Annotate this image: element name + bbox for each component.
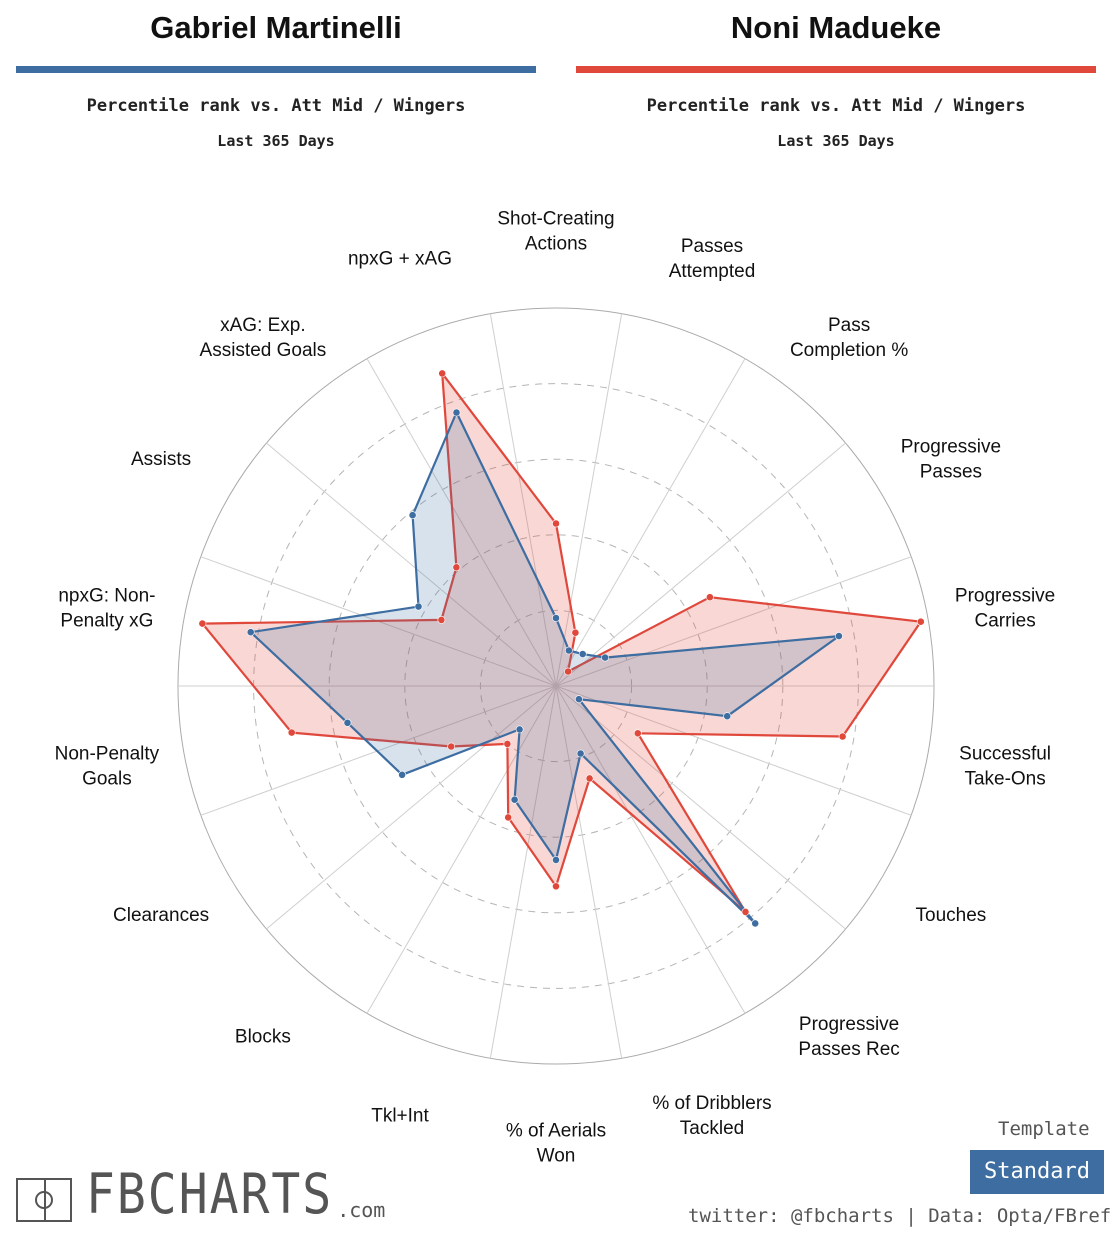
radar-labels: Shot-Creating Actions Passes Attempted Pass C… xyxy=(55,209,1056,1167)
axis-label: Shot-Creating Actions xyxy=(497,209,614,255)
point-gabriel-martinelli xyxy=(515,725,524,734)
player1-name: Gabriel Martinelli xyxy=(150,10,402,45)
point-gabriel-martinelli xyxy=(723,712,732,721)
sector-line xyxy=(200,685,557,816)
data-credit: twitter: @fbcharts | Data: Opta/FBref xyxy=(688,1205,1112,1227)
point-gabriel-martinelli xyxy=(576,749,585,758)
point-noni-madueke xyxy=(552,882,560,891)
point-gabriel-martinelli xyxy=(398,770,406,779)
axis-label: Tkl+Int xyxy=(371,1106,429,1127)
point-gabriel-martinelli xyxy=(552,614,560,622)
point-noni-madueke xyxy=(741,908,750,916)
axis-label: Passes Attempted xyxy=(669,236,756,282)
axis-label: % of Dribblers Tackled xyxy=(652,1093,771,1139)
player2-color-bar xyxy=(576,66,1096,73)
point-gabriel-martinelli xyxy=(751,919,760,928)
point-noni-madueke xyxy=(564,667,572,676)
axis-label: Progressive Carries xyxy=(955,585,1055,631)
radar-series xyxy=(198,369,925,928)
sector-line xyxy=(489,313,557,687)
point-gabriel-martinelli xyxy=(246,628,255,637)
player1-period: Last 365 Days xyxy=(217,132,335,150)
template-standard-button[interactable]: Standard xyxy=(970,1150,1104,1194)
point-gabriel-martinelli xyxy=(552,856,560,864)
player2-period: Last 365 Days xyxy=(777,132,895,150)
axis-label: Progressive Passes Rec xyxy=(798,1014,899,1060)
sector-line xyxy=(489,685,557,1059)
point-gabriel-martinelli xyxy=(408,511,417,520)
logo-text: FBCHARTS xyxy=(86,1162,334,1227)
sector-line xyxy=(266,442,557,687)
sector-line xyxy=(555,442,846,687)
point-gabriel-martinelli xyxy=(452,408,461,417)
point-noni-madueke xyxy=(447,742,456,751)
point-gabriel-martinelli xyxy=(601,653,609,662)
sector-line xyxy=(555,313,623,687)
point-noni-madueke xyxy=(838,732,847,741)
sector-line xyxy=(366,358,557,687)
point-noni-madueke xyxy=(438,369,447,378)
axis-label: Clearances xyxy=(113,905,209,926)
sector-line xyxy=(555,685,846,930)
point-noni-madueke xyxy=(503,740,512,748)
point-gabriel-martinelli xyxy=(575,695,583,704)
point-gabriel-martinelli xyxy=(414,602,423,611)
axis-label: % of Aerials Won xyxy=(506,1121,606,1167)
sector-line xyxy=(266,685,557,930)
sector-line xyxy=(555,358,746,687)
point-gabriel-martinelli xyxy=(510,795,519,804)
point-noni-madueke xyxy=(552,519,560,528)
player2-name: Noni Madueke xyxy=(730,10,942,45)
point-noni-madueke xyxy=(633,729,642,738)
axis-label: Pass Completion % xyxy=(790,315,908,361)
axis-label: Progressive Passes xyxy=(901,437,1001,483)
point-gabriel-martinelli xyxy=(835,632,843,640)
logo-suffix: .com xyxy=(337,1198,386,1222)
axis-label: npxG + xAG xyxy=(348,249,452,270)
point-noni-madueke xyxy=(585,774,594,783)
axis-label: npxG: Non-Penalty xG xyxy=(58,585,155,631)
fbcharts-logo: FBCHARTS .com xyxy=(16,1162,386,1227)
pitch-icon xyxy=(16,1178,72,1222)
axis-label: Assists xyxy=(131,449,191,470)
point-noni-madueke xyxy=(916,617,925,626)
axis-label: xAG: Exp. Assisted Goals xyxy=(200,315,327,361)
point-noni-madueke xyxy=(706,593,714,602)
player1-subtitle: Percentile rank vs. Att Mid / Wingers xyxy=(86,96,466,116)
sector-line xyxy=(555,685,912,816)
point-noni-madueke xyxy=(504,813,513,822)
point-noni-madueke xyxy=(198,619,207,628)
sector-line xyxy=(555,685,623,1059)
point-gabriel-martinelli xyxy=(578,650,587,658)
point-noni-madueke xyxy=(287,728,296,737)
axis-label: Blocks xyxy=(235,1026,291,1047)
axis-label: Touches xyxy=(916,905,987,926)
axis-label: Non-Penalty Goals xyxy=(55,744,160,790)
point-noni-madueke xyxy=(571,628,580,637)
player1-color-bar xyxy=(16,66,536,73)
point-noni-madueke xyxy=(452,563,461,572)
axis-label: Successful Take-Ons xyxy=(959,744,1051,790)
point-gabriel-martinelli xyxy=(343,718,352,727)
template-label: Template xyxy=(998,1118,1090,1140)
point-noni-madueke xyxy=(437,616,446,624)
sector-line xyxy=(366,685,557,1014)
sector-line xyxy=(555,556,912,687)
point-gabriel-martinelli xyxy=(565,646,573,655)
player2-subtitle: Percentile rank vs. Att Mid / Wingers xyxy=(646,96,1026,116)
sector-line xyxy=(555,685,746,1014)
